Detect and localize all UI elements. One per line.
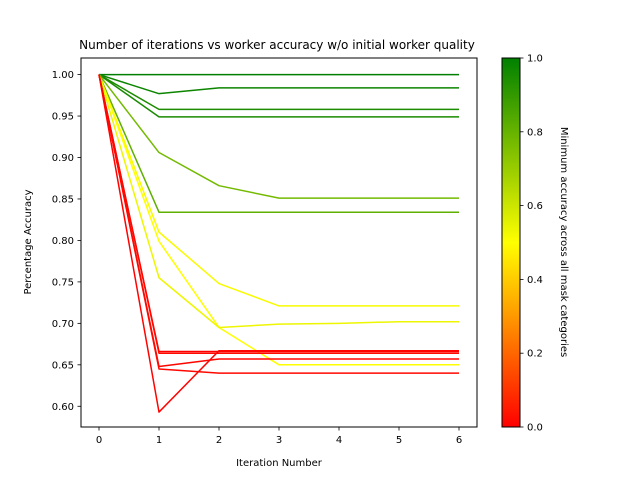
- x-axis: 0 1 2 3 4 5 6: [96, 427, 462, 446]
- y-tick-label: 0.95: [52, 112, 74, 123]
- series-layer: [98, 73, 459, 413]
- x-tick-label: 4: [336, 435, 342, 446]
- series-line-11: [98, 74, 459, 354]
- y-tick-label: 1.00: [52, 70, 74, 81]
- series-line-13: [98, 74, 459, 374]
- y-axis: 0.60 0.65 0.70 0.75 0.80 0.85 0.90 0.95 1.00: [52, 70, 81, 413]
- x-tick-label: 1: [156, 435, 162, 446]
- colorbar-tick-label: 0.8: [527, 127, 543, 138]
- y-tick-label: 0.65: [52, 360, 74, 371]
- colorbar: [501, 57, 521, 428]
- colorbar-tick-label: 0.4: [527, 275, 543, 286]
- y-tick-label: 0.60: [52, 402, 74, 413]
- colorbar-tick-label: 1.0: [527, 54, 543, 65]
- x-axis-label: Iteration Number: [236, 458, 323, 469]
- colorbar-tick-label: 0.6: [527, 201, 543, 212]
- series-line-7: [98, 74, 459, 307]
- x-tick-label: 6: [456, 435, 462, 446]
- plot-frame: [80, 57, 478, 428]
- y-tick-label: 0.80: [52, 236, 74, 247]
- series-line-6: [98, 74, 459, 213]
- x-tick-label: 5: [396, 435, 402, 446]
- colorbar-tick-label: 0.2: [527, 349, 543, 360]
- colorbar-axis: 0.0 0.2 0.4 0.6 0.8 1.0: [520, 54, 543, 434]
- series-line-14: [98, 74, 459, 413]
- series-line-8: [98, 74, 459, 366]
- x-tick-label: 2: [216, 435, 222, 446]
- series-line-4: [98, 73, 459, 118]
- series-line-9: [98, 74, 459, 329]
- y-axis-label: Percentage Accuracy: [23, 189, 34, 294]
- series-line-3: [98, 73, 459, 111]
- y-tick-label: 0.70: [52, 319, 74, 330]
- series-line-5: [98, 74, 459, 199]
- series-line-2: [98, 73, 459, 95]
- x-tick-label: 0: [96, 435, 102, 446]
- y-tick-label: 0.90: [52, 153, 74, 164]
- y-tick-label: 0.75: [52, 277, 74, 288]
- colorbar-tick-label: 0.0: [527, 423, 543, 434]
- chart-title: Number of iterations vs worker accuracy …: [79, 38, 475, 52]
- colorbar-label: Minimum accuracy across all mask categor…: [558, 127, 569, 357]
- y-tick-label: 0.85: [52, 194, 74, 205]
- x-tick-label: 3: [276, 435, 282, 446]
